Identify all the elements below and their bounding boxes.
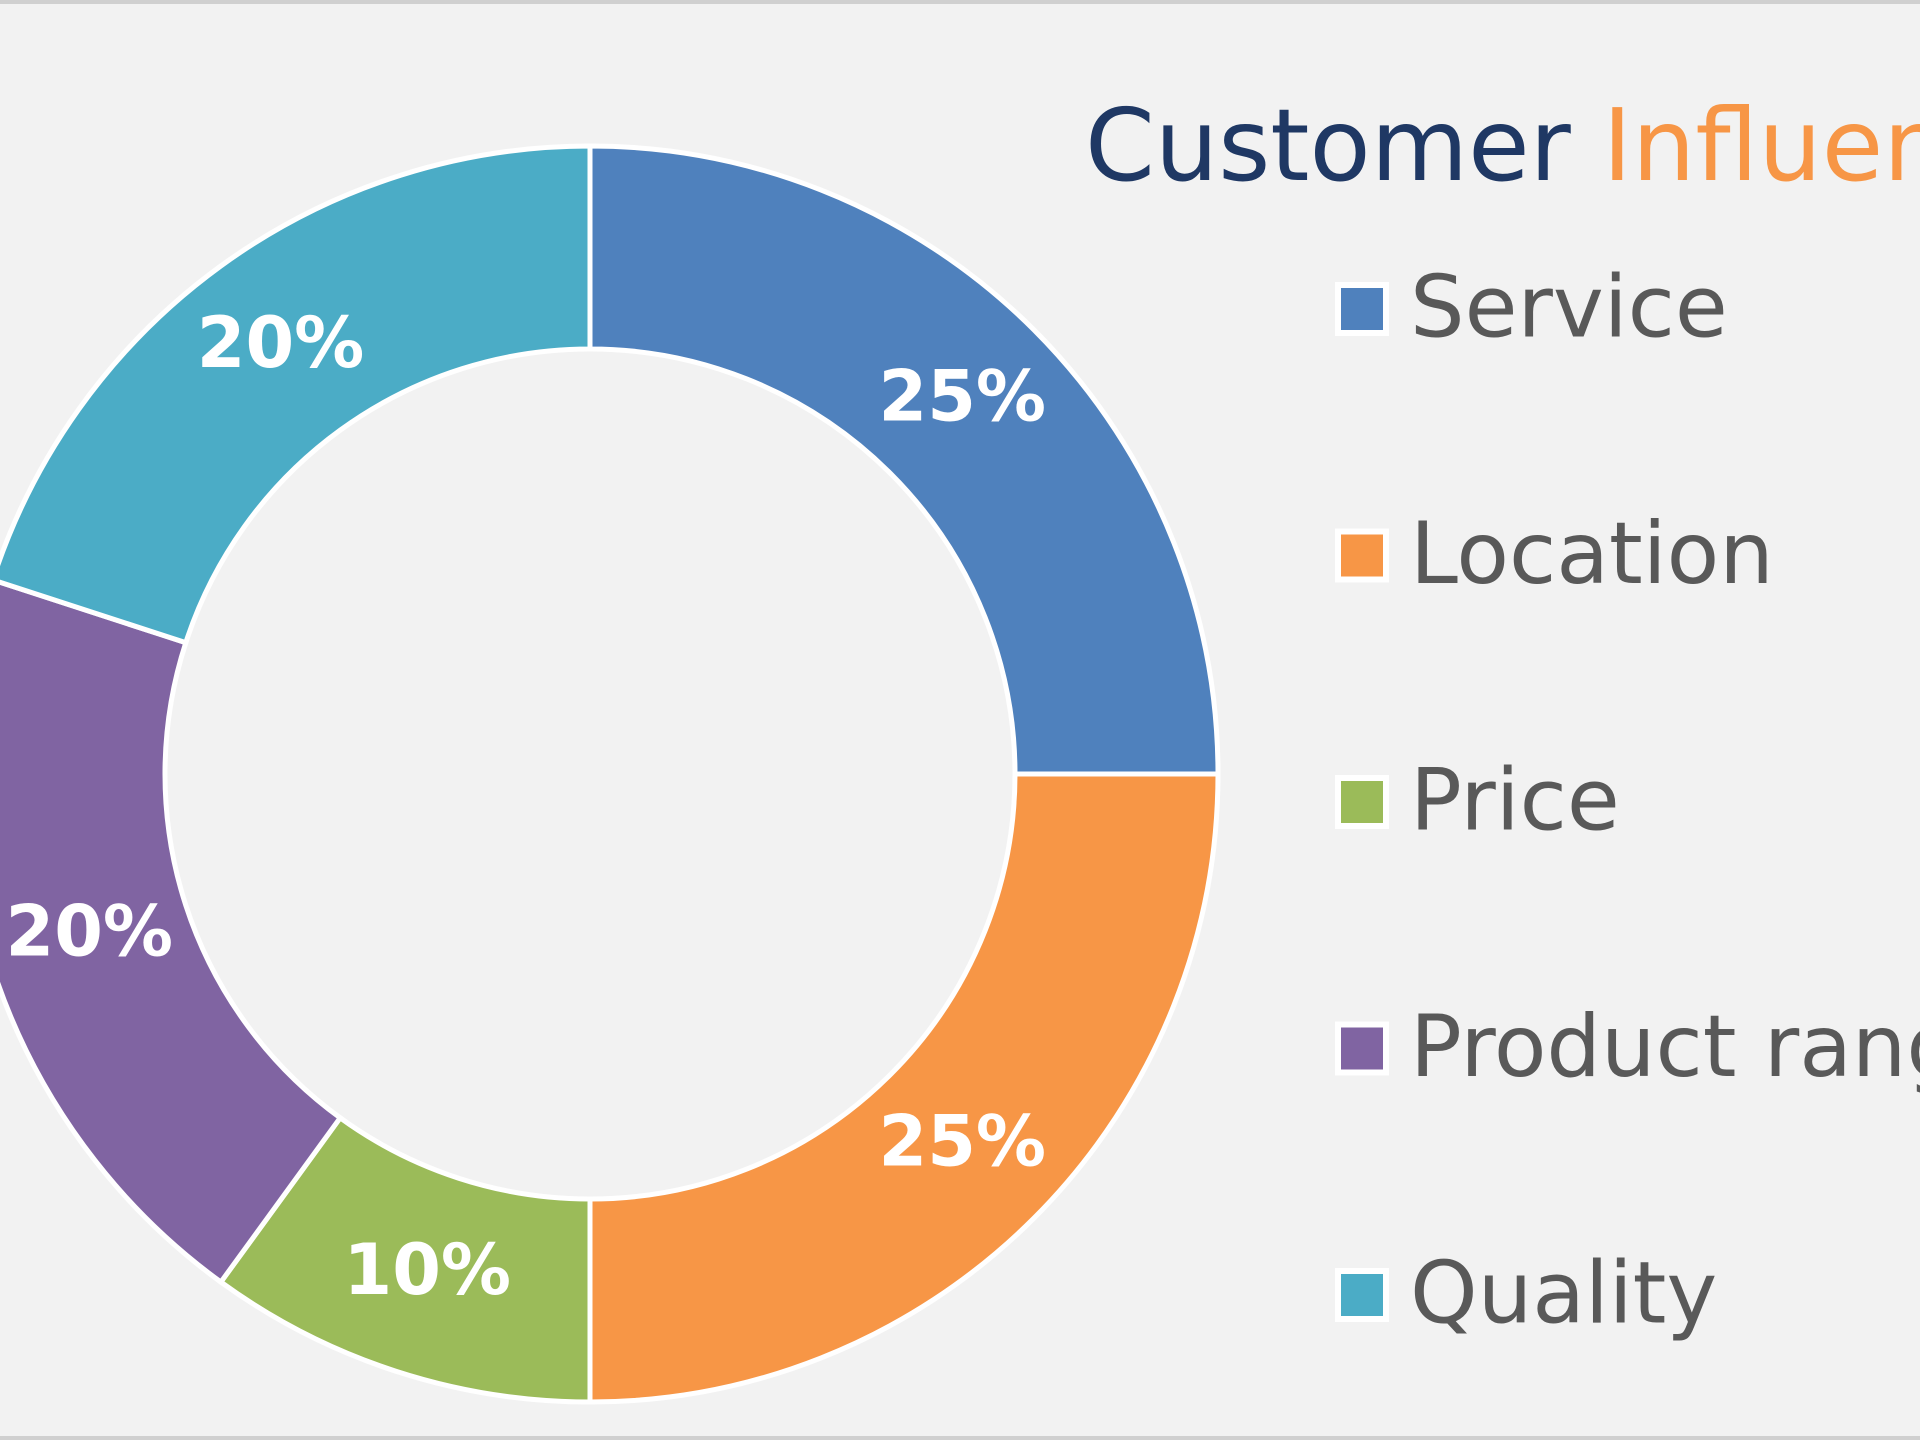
donut-slice bbox=[587, 143, 1221, 777]
data-label: 10% bbox=[344, 1229, 512, 1311]
donut-slice bbox=[587, 771, 1221, 1405]
donut-slice bbox=[0, 579, 344, 1286]
legend-marker bbox=[1335, 528, 1389, 583]
legend-label: Price bbox=[1410, 750, 1620, 850]
legend-label: Quality bbox=[1410, 1243, 1717, 1343]
donut-slice bbox=[0, 143, 593, 646]
legend-marker bbox=[1335, 282, 1389, 336]
legend-label: Location bbox=[1410, 504, 1774, 604]
title-part: Influence bbox=[1603, 87, 1920, 204]
legend-label: Service bbox=[1410, 257, 1728, 357]
legend-marker bbox=[1335, 775, 1389, 829]
title-part: Customer bbox=[1085, 87, 1572, 204]
data-label: 25% bbox=[879, 356, 1047, 438]
data-label: 25% bbox=[879, 1100, 1047, 1182]
data-label: 20% bbox=[197, 302, 365, 384]
legend-marker bbox=[1335, 1268, 1389, 1322]
legend-marker bbox=[1335, 1021, 1389, 1076]
legend-label: Product range bbox=[1410, 997, 1920, 1097]
data-label: 20% bbox=[5, 891, 173, 973]
chart-title: Customer Influence bbox=[1085, 87, 1920, 204]
